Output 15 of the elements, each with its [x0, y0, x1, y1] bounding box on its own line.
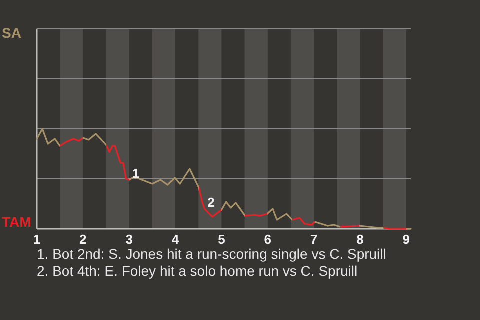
text: SA	[2, 25, 22, 41]
x-tick-label: 1	[33, 232, 41, 247]
x-tick-label: 6	[264, 232, 272, 247]
text: 2. Bot 4th: E. Foley hit a solo home run vs C. Spruill	[37, 263, 358, 279]
x-tick-label: 8	[356, 232, 364, 247]
text: TAM	[2, 214, 32, 230]
x-tick-label: 3	[126, 232, 133, 247]
x-tick-label: 7	[310, 232, 318, 247]
x-tick-label: 5	[218, 232, 226, 247]
x-tick-label: 2	[80, 232, 87, 247]
x-tick-label: 9	[402, 232, 410, 247]
annotation: 2	[208, 195, 215, 210]
annotation: 1	[132, 166, 140, 181]
x-tick-label: 4	[172, 232, 180, 247]
text: 1. Bot 2nd: S. Jones hit a run-scoring single vs C. Spruill	[37, 246, 386, 262]
